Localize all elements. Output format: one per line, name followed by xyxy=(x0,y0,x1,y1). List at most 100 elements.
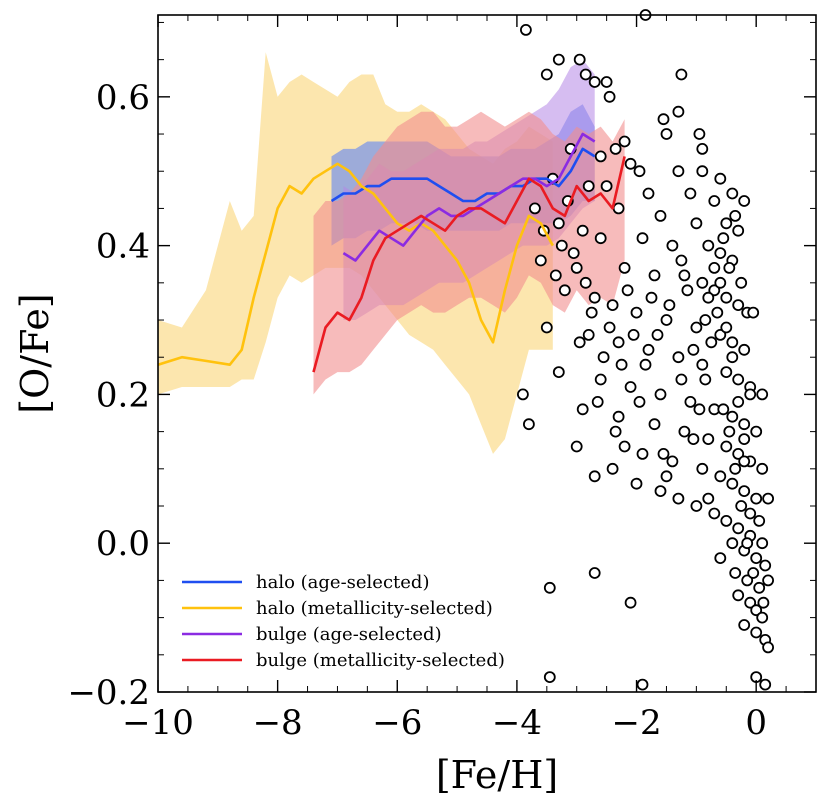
star-point xyxy=(693,403,706,416)
star-point xyxy=(720,440,733,453)
star-point xyxy=(618,261,631,274)
star-point xyxy=(672,105,685,118)
star-point xyxy=(612,336,625,349)
star-point xyxy=(714,276,727,289)
x-tick-label: −6 xyxy=(372,703,422,743)
star-point xyxy=(675,373,688,386)
star-point xyxy=(609,425,622,438)
star-point xyxy=(750,604,763,617)
star-point xyxy=(529,202,541,215)
star-point xyxy=(762,641,774,654)
star-point xyxy=(555,239,568,252)
star-point xyxy=(720,321,733,334)
star-point xyxy=(690,500,703,512)
star-point xyxy=(576,403,589,416)
star-point xyxy=(744,596,757,609)
y-tick-label: 0.4 xyxy=(96,227,150,267)
star-point xyxy=(729,567,742,579)
star-point xyxy=(690,321,703,334)
star-point xyxy=(675,254,688,267)
star-point xyxy=(750,425,763,438)
star-point xyxy=(672,492,685,505)
star-point xyxy=(741,537,754,550)
star-point xyxy=(702,239,715,252)
star-point xyxy=(726,187,739,200)
star-point xyxy=(633,165,646,178)
star-point xyxy=(552,366,565,379)
star-point xyxy=(636,447,649,460)
star-point xyxy=(696,358,709,371)
star-point xyxy=(720,515,733,527)
star-point xyxy=(696,462,709,475)
star-point xyxy=(657,447,670,460)
star-point xyxy=(618,135,631,148)
star-point xyxy=(762,492,774,505)
star-point xyxy=(690,217,703,230)
legend-label: halo (metallicity-selected) xyxy=(256,598,493,619)
star-point xyxy=(520,23,532,36)
star-point xyxy=(744,507,757,520)
star-point xyxy=(624,381,637,393)
star-point xyxy=(549,269,562,282)
star-point xyxy=(660,128,673,140)
star-point xyxy=(729,209,742,222)
star-point xyxy=(696,165,709,178)
star-point xyxy=(594,232,607,245)
star-point xyxy=(747,567,760,579)
star-point xyxy=(588,470,601,483)
star-point xyxy=(672,165,685,178)
star-point xyxy=(654,209,667,222)
star-point xyxy=(606,299,619,312)
star-point xyxy=(579,68,592,81)
star-point xyxy=(552,217,565,230)
star-point xyxy=(759,678,772,691)
star-point xyxy=(738,485,751,498)
star-point xyxy=(624,157,637,170)
star-point xyxy=(579,276,592,289)
star-point xyxy=(726,477,739,490)
star-point xyxy=(663,299,676,312)
star-point xyxy=(684,187,697,200)
star-point xyxy=(750,626,763,639)
star-point xyxy=(621,284,634,297)
model-median-lines xyxy=(157,132,626,373)
star-point xyxy=(672,351,685,364)
star-point xyxy=(573,336,586,349)
star-point xyxy=(639,358,652,371)
star-point xyxy=(711,306,724,319)
legend-label: bulge (metallicity-selected) xyxy=(256,650,505,671)
star-point xyxy=(696,142,709,155)
star-point xyxy=(582,328,595,341)
star-point xyxy=(588,567,601,579)
star-point xyxy=(702,492,715,505)
star-point xyxy=(741,574,754,587)
star-point xyxy=(756,537,769,550)
plot-axes: −10 −8 −6 −4 −2 0 −0.2 0.0 0.2 0.4 0.6 [Fe/H] [O/Fe] xyxy=(13,14,817,797)
legend-label: halo (age-selected) xyxy=(256,572,429,593)
star-point xyxy=(753,581,766,594)
star-point xyxy=(576,224,589,237)
star-point xyxy=(666,455,679,468)
star-point xyxy=(666,239,679,252)
star-point xyxy=(732,447,745,460)
star-point xyxy=(558,284,571,297)
star-point xyxy=(612,202,625,215)
star-point xyxy=(600,76,613,88)
star-point xyxy=(756,462,769,475)
x-tick-label: −8 xyxy=(253,703,303,743)
line-bulge-metallicity-selected xyxy=(312,156,626,373)
star-point xyxy=(738,195,751,207)
star-point xyxy=(753,515,766,527)
y-tick-label: 0.6 xyxy=(96,78,150,118)
star-point xyxy=(660,314,673,326)
star-point xyxy=(726,351,739,364)
star-point xyxy=(735,500,748,512)
star-point xyxy=(732,224,745,237)
star-point xyxy=(600,180,613,193)
star-point xyxy=(654,388,667,401)
star-point xyxy=(624,596,637,609)
star-point xyxy=(738,343,751,356)
x-tick-label: −2 xyxy=(611,703,661,743)
x-axis-title: [Fe/H] xyxy=(436,753,558,797)
